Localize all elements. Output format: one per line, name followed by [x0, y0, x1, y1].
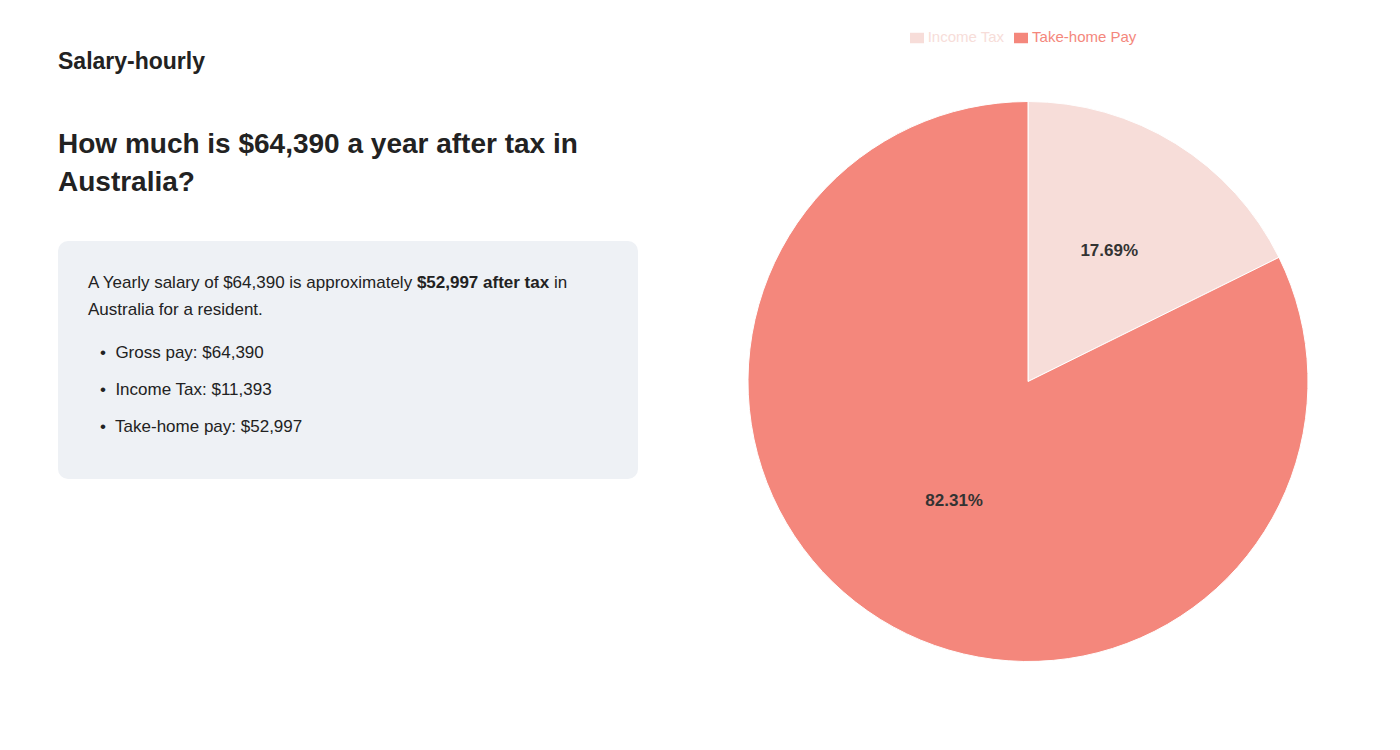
- svg-text:82.31%: 82.31%: [925, 491, 983, 510]
- html-text:• Income Tax: $11,393: • Income Tax: $11,393: [100, 380, 272, 400]
- svg-text:17.69%: 17.69%: [1080, 241, 1138, 260]
- html-text:Take-home Pay: Take-home Pay: [1032, 28, 1137, 45]
- html-text:• Gross pay: $64,390: • Gross pay: $64,390: [100, 343, 264, 362]
- html-text:Salary-hourly: Salary-hourly: [58, 48, 205, 74]
- html-text:• Take-home pay: $52,997: • Take-home pay: $52,997: [100, 417, 303, 437]
- html-text:How much is $64,390 a year aft: How much is $64,390 a year after tax in …: [58, 128, 578, 197]
- html-text:Income Tax: Income Tax: [927, 28, 1005, 45]
- html-text:Australia for a resident.: Australia for a resident.: [88, 299, 263, 319]
- html-text:A Yearly salary of $64,390 is: A Yearly salary of $64,390 is approximat…: [88, 272, 568, 292]
